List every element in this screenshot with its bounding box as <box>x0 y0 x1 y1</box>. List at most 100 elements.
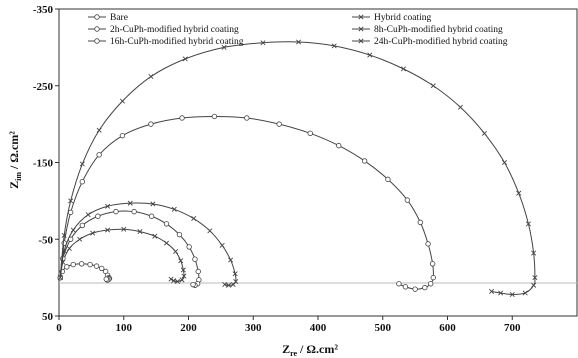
data-point <box>429 261 436 267</box>
data-point <box>361 158 368 164</box>
data-point <box>119 98 125 104</box>
legend-item: 2h-CuPh-modified hybrid coating <box>88 24 239 35</box>
data-point <box>457 104 463 110</box>
legend-swatch-marker <box>358 14 364 20</box>
data-point <box>176 231 183 238</box>
data-point <box>211 113 218 120</box>
y-axis-label: Zim / Ω.cm² <box>7 131 23 189</box>
data-point <box>427 281 434 287</box>
data-point <box>77 236 83 242</box>
data-point <box>168 276 174 282</box>
data-point <box>70 227 76 233</box>
data-point <box>367 52 373 58</box>
legend-swatch-marker <box>94 14 100 20</box>
data-point <box>244 115 250 121</box>
data-point <box>79 178 86 185</box>
data-point <box>64 264 70 270</box>
legend-label: Bare <box>110 13 128 23</box>
data-point <box>148 213 155 219</box>
plot-frame <box>58 8 578 317</box>
x-tick-label: 700 <box>504 322 521 334</box>
data-point <box>137 229 143 235</box>
data-point <box>192 256 198 262</box>
data-point <box>207 228 213 234</box>
data-point <box>152 233 158 239</box>
series-2 <box>57 226 187 284</box>
data-point <box>179 277 185 283</box>
data-point <box>87 261 93 268</box>
legend-item: Hybrid coating <box>352 13 432 23</box>
x-tick-label: 100 <box>116 322 133 334</box>
data-point <box>90 230 96 236</box>
data-point <box>195 268 201 275</box>
legend-item: 8h-CuPh-modified hybrid coating <box>352 24 503 35</box>
data-point <box>148 74 154 80</box>
data-point <box>219 242 225 248</box>
legend-item: 16h-CuPh-modified hybrid coating <box>88 36 244 47</box>
y-tick-label: -50 <box>38 234 53 246</box>
data-point <box>174 278 181 284</box>
data-point <box>181 273 187 279</box>
data-point <box>67 209 74 216</box>
data-point <box>430 83 436 89</box>
data-point <box>186 244 192 250</box>
x-tick-label: 0 <box>56 322 62 334</box>
data-point <box>119 132 126 139</box>
series-5 <box>57 113 436 292</box>
data-point <box>105 203 111 209</box>
data-point <box>396 281 402 287</box>
y-tick-label: -150 <box>33 158 54 170</box>
data-point <box>68 198 74 204</box>
data-point <box>417 219 424 226</box>
series-6 <box>57 39 538 298</box>
data-point <box>232 271 238 277</box>
data-point <box>163 240 170 246</box>
data-point <box>228 257 234 263</box>
data-point <box>150 201 156 207</box>
data-point <box>61 232 67 238</box>
data-point <box>222 282 228 288</box>
data-point <box>532 275 538 281</box>
data-point <box>61 240 67 246</box>
legend-item: Bare <box>88 13 128 23</box>
data-point <box>180 267 186 273</box>
x-tick-label: 500 <box>375 322 392 334</box>
legend-label: Hybrid coating <box>374 13 432 23</box>
y-axis-ticks: -350 -250 -150 -50 50 <box>33 4 59 323</box>
data-point <box>178 258 184 264</box>
data-point <box>131 208 137 215</box>
x-tick-label: 400 <box>310 322 327 334</box>
data-point <box>93 263 100 269</box>
data-point <box>191 216 197 222</box>
data-point <box>179 115 185 121</box>
data-point <box>171 206 177 212</box>
data-point <box>276 121 282 127</box>
data-point <box>96 152 102 158</box>
data-point <box>171 278 177 284</box>
data-point <box>221 44 227 50</box>
data-point <box>182 56 188 62</box>
legend-item: 24h-CuPh-modified hybrid coating <box>352 36 508 47</box>
data-point <box>105 227 111 233</box>
data-point <box>260 40 266 46</box>
data-point <box>489 288 495 294</box>
data-point <box>307 130 313 137</box>
data-point <box>501 159 507 166</box>
data-point <box>230 282 236 288</box>
legend-swatch-marker <box>94 26 100 32</box>
data-point <box>402 284 409 290</box>
legend-label: 16h-CuPh-modified hybrid coating <box>110 36 244 47</box>
data-point <box>66 245 72 251</box>
y-tick-label: -350 <box>33 4 54 16</box>
data-point <box>190 281 196 288</box>
legend-swatch-marker <box>358 26 364 32</box>
data-point <box>498 290 504 296</box>
x-axis-ticks: 0 100 200 300 400 500 600 700 <box>56 316 521 334</box>
data-point <box>148 121 154 127</box>
data-point <box>400 66 406 72</box>
data-point <box>531 282 537 288</box>
data-point <box>103 276 109 282</box>
data-point <box>331 43 337 49</box>
x-tick-label: 300 <box>245 322 262 334</box>
